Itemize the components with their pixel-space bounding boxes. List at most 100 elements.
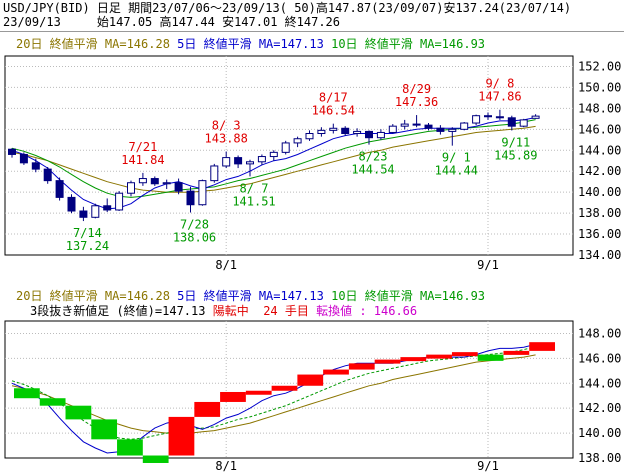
chart-header-title: USD/JPY(BID) 日足 期間23/07/06～23/09/13( 50)… [3, 1, 572, 15]
low-annotation-value: 141.51 [232, 194, 275, 208]
break-date-tick-label: 9/1 [477, 459, 499, 473]
low-annotation-value: 138.06 [173, 230, 216, 244]
break-axis-tick-label: 144.00 [578, 376, 621, 390]
candle-up [317, 129, 326, 135]
candle-up [198, 180, 207, 206]
candle-up [162, 182, 171, 185]
high-annotation-date: 8/17 [319, 91, 348, 105]
high-annotation-date: 8/ 3 [212, 119, 241, 133]
candle-up [376, 131, 385, 139]
legend-ma5-sub: 5日 終値平滑 MA=147.13 [177, 289, 324, 303]
high-annotation-date: 8/29 [402, 82, 431, 96]
candle-down [412, 123, 421, 126]
candle-up [127, 182, 135, 194]
price-axis-tick-label: 138.00 [578, 206, 621, 220]
break-legend: 3段抜き新値足 (終値)=147.13 陽転中 24 手目 転換値 : 146.… [30, 304, 417, 318]
break-axis-tick-label: 146.00 [578, 351, 621, 365]
candle-up [460, 122, 469, 130]
top-legend: 20日 終値平滑 MA=146.28 5日 終値平滑 MA=147.13 10日… [16, 37, 485, 51]
low-annotation-date: 7/28 [180, 217, 209, 231]
candle-up [269, 151, 278, 158]
candle-down [424, 124, 433, 129]
candle-down [436, 127, 445, 132]
high-annotation-date: 7/21 [128, 140, 157, 154]
ma20-line [11, 125, 536, 193]
price-axis-tick-label: 136.00 [578, 227, 621, 241]
low-annotation-date: 8/23 [359, 150, 388, 164]
candle-up [246, 161, 254, 165]
legend-ma10-sub: 10日 終値平滑 MA=146.93 [331, 289, 486, 303]
price-axis-tick-label: 148.00 [578, 101, 621, 115]
low-annotation-value: 144.44 [435, 164, 478, 178]
break-brick-up [451, 352, 478, 357]
low-annotation-date: 9/ 1 [442, 151, 471, 165]
current-date: 23/09/13 [3, 15, 61, 29]
candle-down [495, 116, 504, 119]
break-axis-tick-label: 148.00 [578, 326, 621, 340]
candle-down [67, 196, 76, 212]
break-brick-up [323, 369, 349, 375]
price-panel-frame [4, 55, 574, 256]
candle-up [115, 192, 124, 211]
candle-up [531, 115, 540, 119]
candle-up [293, 138, 302, 144]
candle-up [138, 178, 147, 184]
low-annotation-date: 7/14 [73, 226, 102, 240]
candle-up [329, 127, 338, 131]
candle-down [8, 148, 16, 155]
current-ohlc: 始147.05 高147.44 安147.01 終147.26 [96, 15, 340, 29]
break-brick-up [374, 359, 401, 364]
candle-up [281, 142, 290, 153]
break-brick-down [117, 439, 143, 456]
candle-down [31, 162, 40, 170]
candle-down [507, 117, 516, 127]
legend-ma10: 10日 終値平滑 MA=146.93 [331, 37, 486, 51]
candle-up [91, 205, 100, 218]
candle-up [305, 133, 314, 140]
candle-up [519, 119, 528, 127]
break-brick-down [91, 419, 118, 440]
candle-down [484, 115, 492, 118]
candle-up [353, 130, 362, 135]
low-annotation-value: 144.54 [351, 163, 394, 177]
candle-up [210, 165, 219, 182]
break-brick-up [426, 354, 452, 359]
break-brick-down [65, 405, 92, 420]
break-axis-tick-label: 142.00 [578, 401, 621, 415]
break-brick-up [297, 374, 324, 386]
high-annotation-value: 146.54 [312, 104, 355, 118]
candle-up [448, 128, 457, 132]
candle-up [257, 156, 266, 163]
date-axis-tick-label: 8/1 [215, 258, 237, 272]
candle-down [79, 210, 88, 218]
break-brick-up [529, 342, 555, 351]
high-annotation-value: 141.84 [121, 153, 164, 167]
low-annotation-date: 8/ 7 [240, 181, 269, 195]
candle-up [222, 157, 231, 167]
break-state: 陽転中 [212, 304, 249, 318]
break-brick-up [220, 391, 246, 402]
break-reversal: 転換値 : 146.66 [316, 304, 418, 318]
candle-down [150, 178, 159, 185]
break-brick-down [14, 388, 40, 399]
break-brick-up [245, 390, 272, 395]
break-brick-down [39, 398, 66, 406]
low-annotation-date: 9/11 [501, 135, 530, 149]
high-annotation-value: 147.86 [478, 90, 521, 104]
break-axis-tick-label: 138.00 [578, 451, 621, 465]
high-annotation-value: 147.36 [395, 95, 438, 109]
candle-up [388, 125, 397, 133]
break-brick-up [194, 401, 221, 417]
legend-ma20-sub: 20日 終値平滑 MA=146.28 [16, 289, 170, 303]
high-annotation-value: 143.88 [205, 132, 248, 146]
date-axis-tick-label: 9/1 [477, 258, 499, 272]
low-annotation-value: 145.89 [494, 148, 537, 162]
break-brick-up [168, 416, 195, 456]
price-axis-tick-label: 146.00 [578, 122, 621, 136]
candle-down [55, 180, 64, 198]
legend-ma20: 20日 終値平滑 MA=146.28 [16, 37, 170, 51]
break-close: 3段抜き新値足 (終値)=147.13 [30, 304, 206, 318]
break-ma20-line [11, 354, 536, 434]
candle-up [472, 115, 481, 124]
